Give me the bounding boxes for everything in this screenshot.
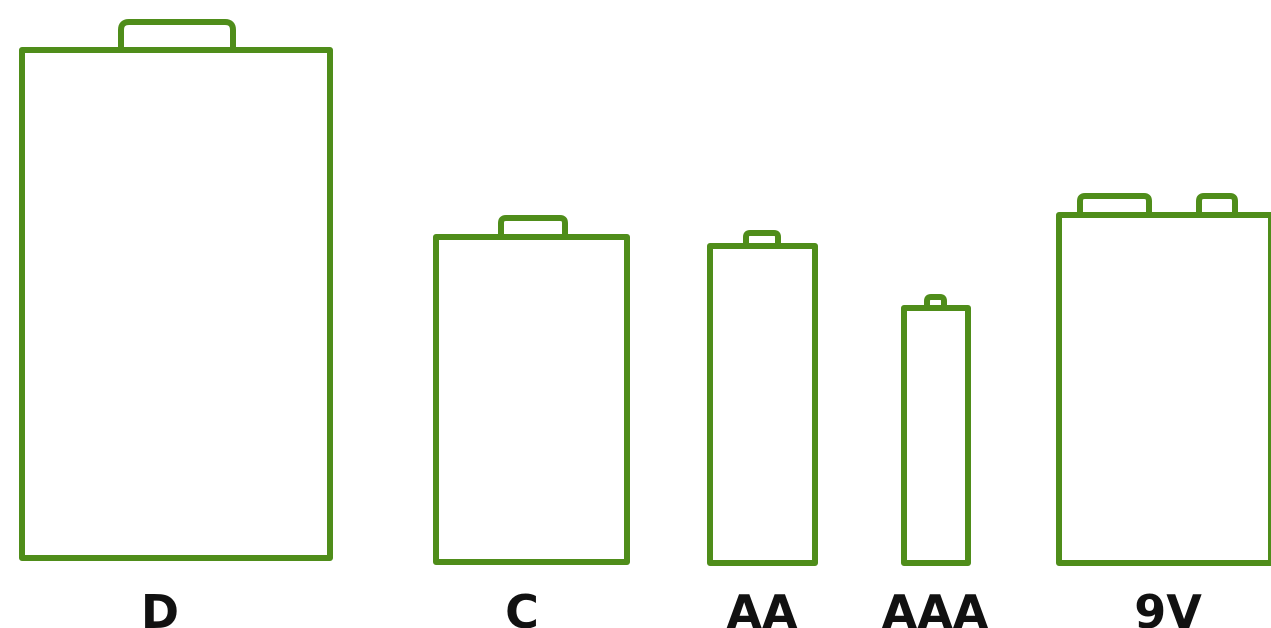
battery-aa-body <box>707 243 818 566</box>
battery-d-body <box>19 47 333 561</box>
battery-nine-volt-label: 9V <box>1134 585 1202 628</box>
battery-c-label: C <box>505 585 539 628</box>
battery-d-terminal <box>118 19 236 51</box>
battery-aaa-terminal <box>924 294 947 309</box>
battery-aa: AA <box>707 230 818 628</box>
battery-c-body <box>433 234 630 565</box>
battery-nine-volt-body <box>1056 212 1271 566</box>
battery-d: D <box>19 19 333 628</box>
battery-aaa: AAA <box>882 294 989 628</box>
battery-aa-label: AA <box>726 585 798 628</box>
battery-c-terminal <box>498 215 568 238</box>
battery-aa-terminal <box>743 230 781 247</box>
battery-nine-volt-terminal-right <box>1196 193 1238 216</box>
battery-nine-volt-terminal-left <box>1077 193 1152 216</box>
battery-d-label: D <box>141 585 179 628</box>
battery-aaa-label: AAA <box>882 585 989 628</box>
battery-c: C <box>433 215 630 628</box>
battery-nine-volt: 9V <box>1056 193 1271 628</box>
battery-aaa-body <box>901 305 971 566</box>
